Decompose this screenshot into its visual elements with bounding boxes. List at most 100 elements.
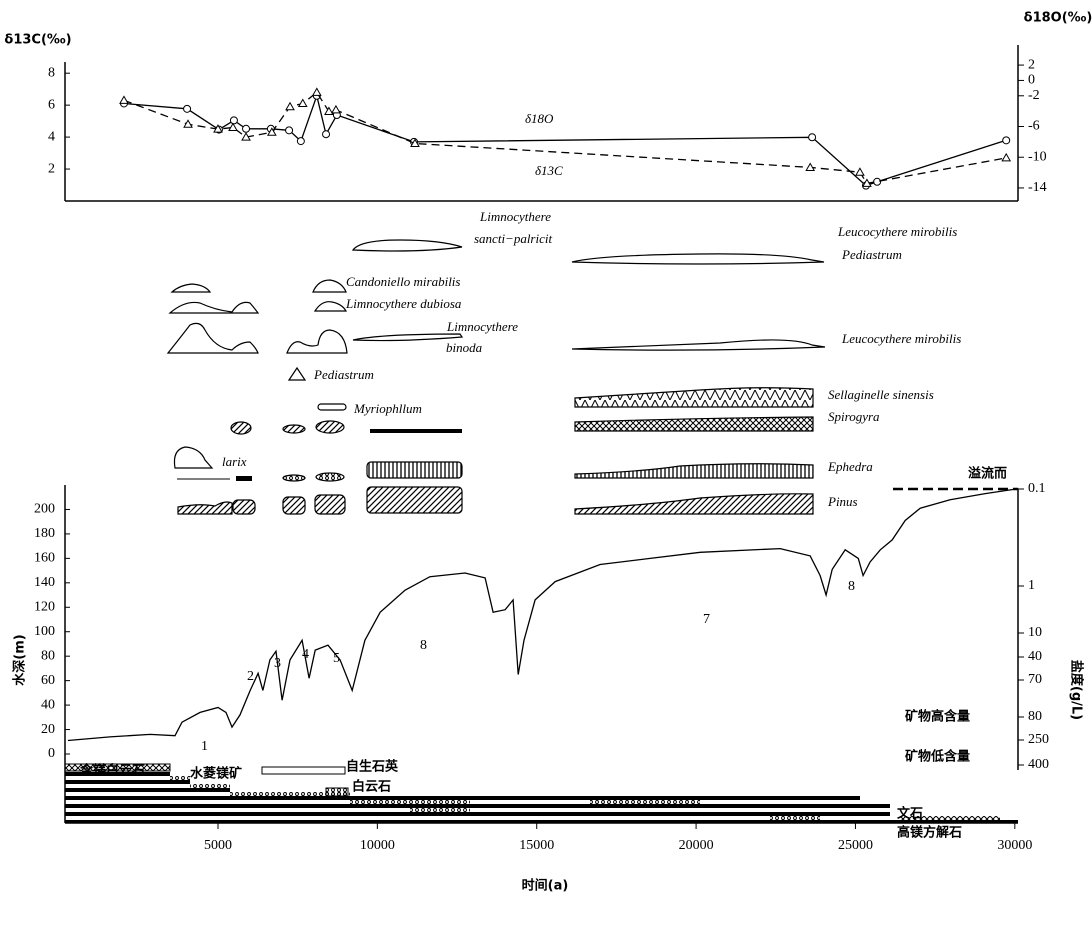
taxon-label: Spirogyra bbox=[828, 409, 880, 424]
y-tick-label: 2 bbox=[48, 161, 55, 176]
y2-tick-label: -14 bbox=[1028, 180, 1047, 195]
point bbox=[809, 134, 816, 141]
series-line bbox=[124, 92, 1006, 183]
mineral-label: 高镁方解石 bbox=[897, 825, 962, 841]
taxon-label: larix bbox=[222, 454, 247, 469]
x-label: 时间(a) bbox=[522, 878, 569, 894]
point bbox=[1002, 154, 1010, 161]
point bbox=[1003, 137, 1010, 144]
mineral-label: 白云石 bbox=[352, 779, 391, 795]
overflow-label: 溢流而 bbox=[968, 466, 1007, 482]
y-label: δ13C(‰) bbox=[4, 33, 71, 48]
y2-tick-label: 0 bbox=[1028, 73, 1035, 88]
point bbox=[806, 163, 814, 170]
x-tick-label: 30000 bbox=[997, 838, 1032, 853]
x-tick-label: 25000 bbox=[838, 838, 873, 853]
y-tick-label: 80 bbox=[41, 648, 55, 663]
point bbox=[325, 108, 333, 115]
y2-tick-label: 1 bbox=[1028, 578, 1035, 593]
point bbox=[230, 117, 237, 124]
curve-label: 3 bbox=[274, 656, 281, 671]
point bbox=[243, 125, 250, 132]
y2-tick-label: -10 bbox=[1028, 149, 1047, 164]
taxon-label: Pinus bbox=[827, 494, 858, 509]
point bbox=[184, 105, 191, 112]
point bbox=[299, 100, 307, 107]
taxon-label: binoda bbox=[446, 340, 483, 355]
mineral-label: 矿物低含量 bbox=[905, 749, 970, 765]
taxa-shapes bbox=[168, 240, 825, 514]
y2-tick-label: 70 bbox=[1028, 672, 1042, 687]
x-tick-label: 5000 bbox=[204, 838, 232, 853]
y-tick-label: 100 bbox=[34, 624, 55, 639]
mineral-label: 自生石英 bbox=[346, 759, 399, 775]
y2-tick-label: -2 bbox=[1028, 88, 1040, 103]
taxon-label: sancti−palricit bbox=[474, 231, 552, 246]
mineral-label: 矿物高含量 bbox=[905, 709, 970, 725]
y-tick-label: 120 bbox=[34, 599, 55, 614]
taxon-label: Limnocythere bbox=[446, 319, 518, 334]
curve-label: 8 bbox=[848, 579, 855, 594]
series-label: δ13C bbox=[535, 163, 563, 178]
y-tick-label: 4 bbox=[48, 129, 55, 144]
taxon-label: Leucocythere mirobilis bbox=[837, 224, 957, 239]
mineral-label: 水菱镁矿 bbox=[190, 766, 242, 782]
taxon-label: Limnocythere bbox=[479, 209, 551, 224]
point bbox=[297, 138, 304, 145]
point bbox=[313, 88, 321, 95]
y2-tick-label: 10 bbox=[1028, 625, 1042, 640]
y-tick-label: 200 bbox=[34, 502, 55, 517]
y2-label: δ18O(‰) bbox=[1024, 11, 1092, 26]
point bbox=[120, 96, 128, 103]
mineral-label: 含镁白云石 bbox=[79, 763, 145, 779]
y-tick-label: 0 bbox=[48, 746, 55, 761]
y-tick-label: 60 bbox=[41, 673, 55, 688]
taxon-label: Candoniello mirabilis bbox=[346, 274, 460, 289]
y2-tick-label: 2 bbox=[1028, 57, 1035, 72]
x-tick-label: 10000 bbox=[360, 838, 395, 853]
y2-tick-label: -6 bbox=[1028, 119, 1040, 134]
y-tick-label: 6 bbox=[48, 97, 55, 112]
point bbox=[286, 103, 294, 110]
point bbox=[874, 178, 881, 185]
y-tick-label: 160 bbox=[34, 551, 55, 566]
curve-label: 1 bbox=[201, 739, 208, 754]
curve-label: 8 bbox=[420, 638, 427, 653]
y2-tick-label: 400 bbox=[1028, 757, 1049, 772]
series-label: δ18O bbox=[525, 111, 554, 126]
taxon-label: Myriophllum bbox=[353, 401, 422, 416]
point bbox=[229, 124, 237, 131]
point bbox=[332, 106, 340, 113]
taxon-label: Sellaginelle sinensis bbox=[828, 387, 934, 402]
y-tick-label: 40 bbox=[41, 697, 55, 712]
y2-tick-label: 80 bbox=[1028, 709, 1042, 724]
curve-label: 7 bbox=[703, 612, 710, 627]
x-tick-label: 20000 bbox=[679, 838, 714, 853]
taxon-label: Ephedra bbox=[827, 459, 873, 474]
x-tick-label: 15000 bbox=[519, 838, 554, 853]
series-line bbox=[68, 489, 1018, 741]
y2-label: 盐度(g/L) bbox=[1069, 660, 1085, 720]
curve-label: 5 bbox=[333, 651, 340, 666]
mineral-label: 文石 bbox=[897, 806, 923, 822]
y-tick-label: 180 bbox=[34, 526, 55, 541]
point bbox=[323, 131, 330, 138]
taxon-label: Pediastrum bbox=[841, 247, 902, 262]
y-label: 水深(m) bbox=[12, 634, 28, 685]
page: {"chart_data": [ {"type": "line", "y_lab… bbox=[0, 0, 1092, 951]
taxon-label: Pediastrum bbox=[313, 367, 374, 382]
y-tick-label: 8 bbox=[48, 65, 55, 80]
point bbox=[856, 168, 864, 175]
curve-label: 4 bbox=[302, 647, 309, 662]
y2-tick-label: 250 bbox=[1028, 732, 1049, 747]
figure: 246820-2-6-10-14δ13C(‰)δ18O(‰)δ18Oδ13C02… bbox=[0, 0, 1092, 951]
y-tick-label: 20 bbox=[41, 722, 55, 737]
taxon-label: Limnocythere dubiosa bbox=[345, 296, 462, 311]
y2-tick-label: 0.1 bbox=[1028, 481, 1046, 496]
taxon-label: Leucocythere mirobilis bbox=[841, 331, 961, 346]
series-line bbox=[124, 96, 1006, 186]
y-tick-label: 140 bbox=[34, 575, 55, 590]
point bbox=[286, 127, 293, 134]
curve-label: 2 bbox=[247, 669, 254, 684]
y2-tick-label: 40 bbox=[1028, 649, 1042, 664]
